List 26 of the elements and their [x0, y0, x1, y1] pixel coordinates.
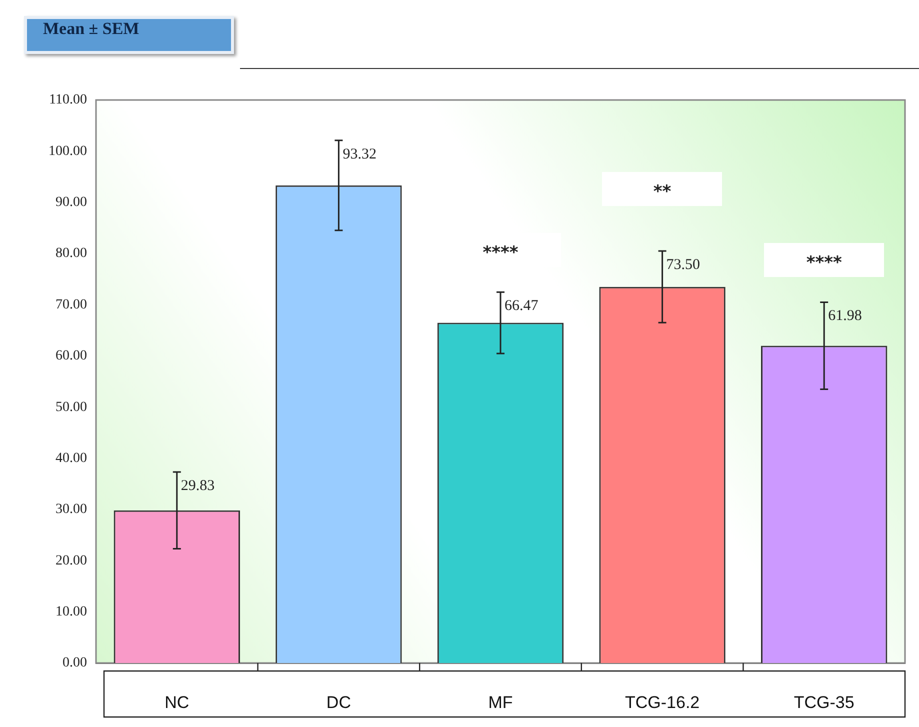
y-tick-label: 60.00 [56, 348, 87, 364]
y-tick-label: 20.00 [56, 553, 87, 568]
y-tick-label: 90.00 [56, 195, 87, 210]
y-tick-label: 110.00 [49, 92, 87, 108]
annotation: **** [806, 253, 842, 274]
y-tick-label: 0.00 [62, 656, 87, 671]
y-tick-label: 10.00 [56, 604, 87, 620]
y-tick-label: 50.00 [56, 400, 87, 415]
y-tick-label: 100.00 [48, 144, 87, 159]
chart-title: Mean ± SEM [24, 16, 234, 54]
data-label: 73.50 [666, 256, 700, 273]
data-label: 61.98 [828, 308, 862, 324]
y-tick-label: 40.00 [56, 450, 87, 466]
x-tick-label: MF [488, 692, 513, 712]
y-tick-label: 80.00 [56, 246, 87, 262]
data-label: 29.83 [180, 478, 215, 494]
annotation: **** [482, 243, 518, 264]
x-tick-label: DC [326, 692, 351, 712]
x-tick-label: NC [164, 692, 190, 712]
annotation: ** [653, 182, 672, 202]
y-tick-label: 70.00 [56, 297, 87, 312]
data-label: 93.32 [342, 146, 376, 162]
y-tick-label: 30.00 [56, 502, 87, 518]
data-label: 66.47 [504, 298, 539, 314]
x-tick-label: TCG-16.2 [624, 692, 700, 712]
x-tick-label: TCG-35 [794, 692, 854, 712]
